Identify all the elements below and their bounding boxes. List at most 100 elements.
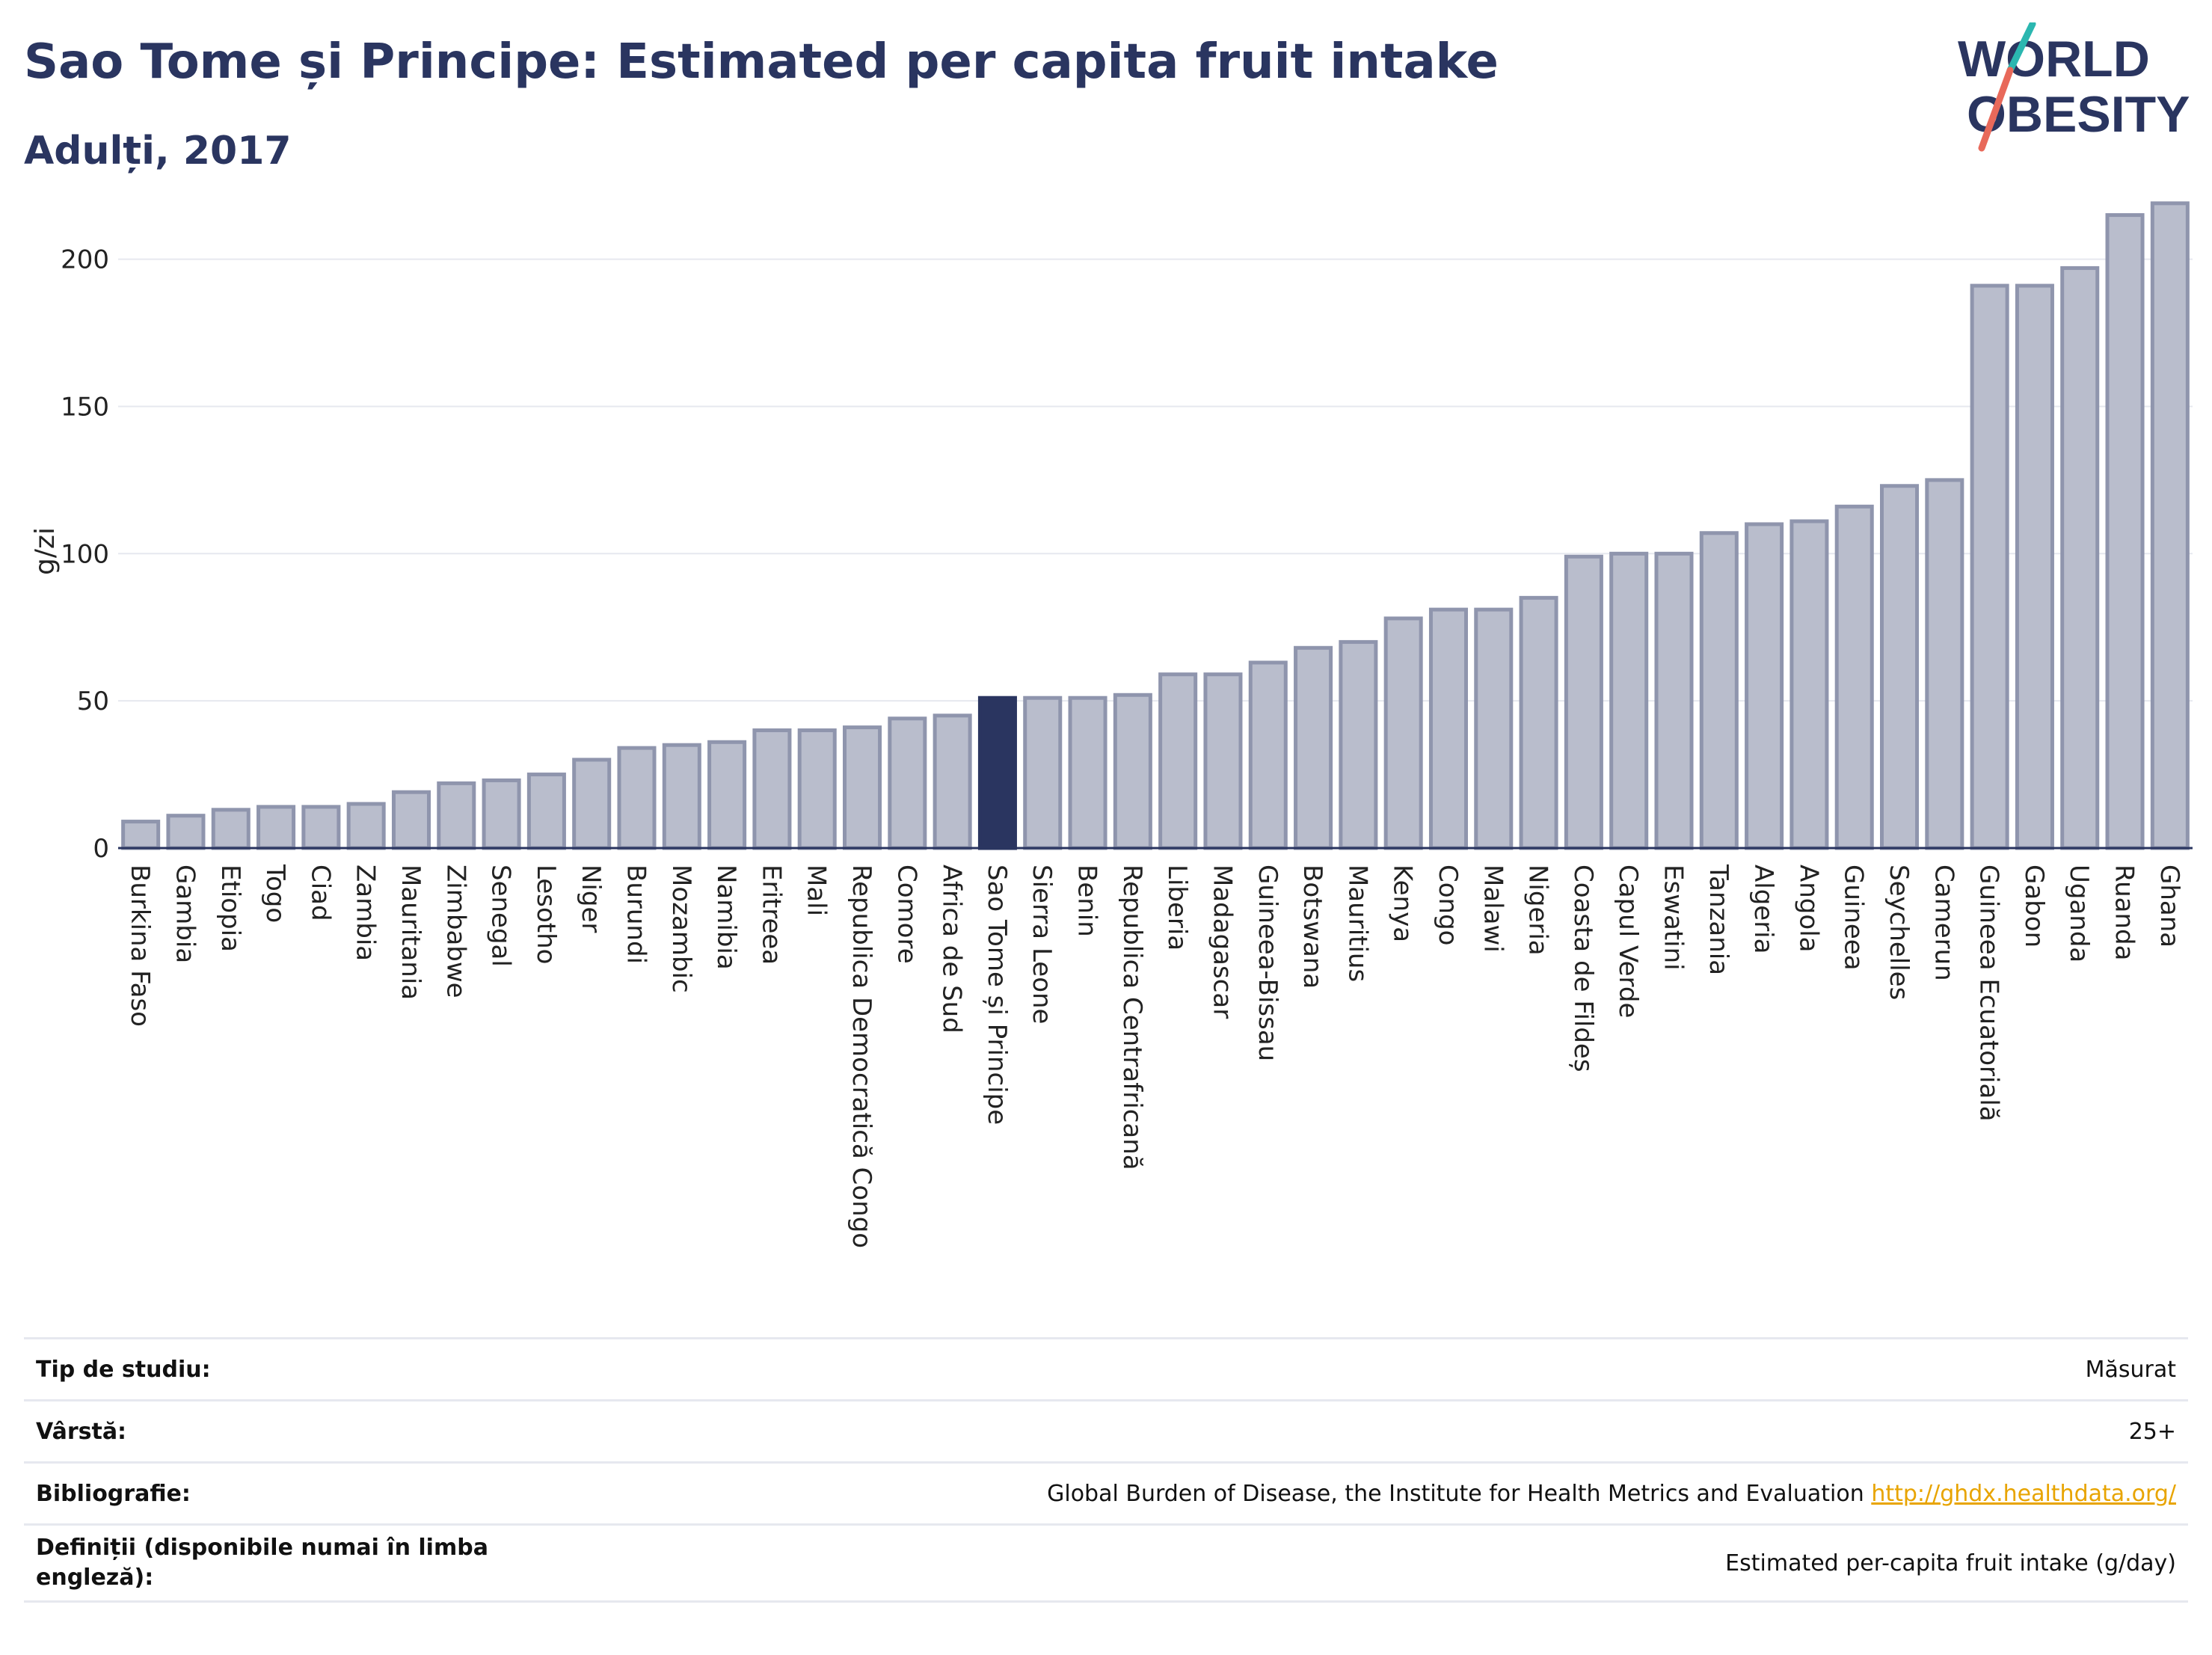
- x-tick-label: Burundi: [621, 865, 651, 964]
- x-tick-label: Eswatini: [1659, 865, 1689, 971]
- bar: [1294, 645, 1333, 850]
- bar: [346, 802, 386, 850]
- bibliography-link[interactable]: http://ghdx.healthdata.org/: [1871, 1480, 2176, 1507]
- x-tick-label: Sao Tome și Principe: [982, 865, 1012, 1125]
- x-tick-label: Mozambic: [666, 865, 696, 993]
- chart-title: Sao Tome și Principe: Estimated per capi…: [24, 34, 1499, 90]
- x-tick-label: Gabon: [2019, 865, 2049, 948]
- info-row-bibliography: Bibliografie: Global Burden of Disease, …: [24, 1461, 2188, 1523]
- y-tick-label: 150: [61, 392, 109, 422]
- x-tick-label: Tanzania: [1703, 864, 1733, 975]
- bar: [662, 743, 701, 850]
- x-tick-label: Republica Centrafricană: [1117, 865, 1147, 1170]
- x-tick-label: Algeria: [1748, 865, 1778, 954]
- info-label: Tip de studiu:: [36, 1356, 211, 1383]
- bar-chart: 0 50 100 150 200 g/zi Burkina Faso Gambia Etiopi…: [30, 201, 2193, 1248]
- y-tick-label: 0: [93, 834, 109, 864]
- bar: [797, 728, 837, 850]
- bar: [977, 696, 1017, 850]
- x-tick-label: Ciad: [305, 865, 335, 921]
- info-value: Estimated per-capita fruit intake (g/day…: [1725, 1550, 2176, 1576]
- info-label: Definiții (disponibile numai în limba en…: [36, 1535, 488, 1591]
- x-tick-label: Seychelles: [1884, 865, 1914, 1000]
- x-tick-label: Sierra Leone: [1027, 865, 1057, 1024]
- x-tick-label: Capul Verde: [1613, 865, 1643, 1018]
- bar: [2060, 265, 2100, 850]
- bar: [617, 746, 657, 850]
- x-tick-label: Kenya: [1388, 865, 1418, 942]
- bar: [1970, 283, 2009, 850]
- bar: [1068, 696, 1107, 850]
- bar: [1564, 554, 1603, 850]
- bar: [1203, 672, 1243, 850]
- bar: [437, 781, 476, 850]
- world-obesity-logo: WORLD OBESITY: [1958, 22, 2190, 152]
- bar: [1925, 478, 1964, 850]
- bar: [1789, 519, 1829, 850]
- bar: [707, 740, 747, 850]
- x-tick-label: Etiopia: [215, 865, 245, 952]
- bar: [391, 790, 431, 850]
- chart-subtitle: Adulți, 2017: [24, 129, 292, 174]
- x-tick-label: Congo: [1433, 865, 1463, 945]
- bar: [2105, 213, 2145, 850]
- x-tick-label: Mauritania: [396, 865, 425, 1000]
- bar: [526, 773, 566, 850]
- bar: [256, 805, 296, 850]
- info-label: Vârstă:: [36, 1418, 127, 1445]
- bar: [211, 808, 251, 850]
- bar: [1339, 639, 1378, 850]
- bar: [1113, 693, 1152, 850]
- bar: [1428, 607, 1468, 850]
- bar: [752, 728, 792, 850]
- bar: [1383, 616, 1423, 850]
- x-tick-label: Eritreea: [756, 865, 786, 965]
- x-tick-label: Guineea Ecuatorială: [1974, 865, 2004, 1122]
- bar: [166, 814, 206, 850]
- info-row-definitions: Definiții (disponibile numai în limba en…: [24, 1523, 2188, 1603]
- bar: [1609, 551, 1649, 850]
- x-tick-label: Coasta de Fildeș: [1568, 865, 1598, 1072]
- x-tick-label: Senegal: [486, 865, 516, 967]
- bar: [1745, 522, 1784, 850]
- bar: [1474, 607, 1514, 850]
- bar: [1699, 531, 1739, 850]
- x-tick-label: Guineea: [1839, 865, 1869, 971]
- bar: [2015, 283, 2054, 850]
- x-tick-label: Botswana: [1297, 865, 1327, 989]
- bar: [301, 805, 341, 850]
- x-tick-label: Namibia: [711, 865, 741, 970]
- x-tick-label: Liberia: [1162, 865, 1192, 951]
- bar: [933, 713, 972, 850]
- info-value-wrap: Global Burden of Disease, the Institute …: [1047, 1481, 2188, 1507]
- bibliography-text: Global Burden of Disease, the Institute …: [1047, 1480, 1864, 1507]
- x-tick-label: Malawi: [1478, 865, 1508, 953]
- info-row-age: Vârstă: 25+: [24, 1399, 2188, 1461]
- y-tick-label: 200: [61, 245, 109, 275]
- bar: [572, 758, 612, 850]
- info-value: Măsurat: [2085, 1356, 2176, 1383]
- x-tick-label: Togo: [260, 864, 290, 923]
- x-tick-label: Ghana: [2154, 865, 2184, 948]
- bar: [1158, 672, 1198, 850]
- bar: [1880, 484, 1920, 850]
- x-tick-label: Africa de Sud: [937, 865, 967, 1034]
- x-tick-label: Uganda: [2064, 865, 2094, 962]
- x-tick-label: Zambia: [351, 865, 381, 961]
- x-tick-label: Camerun: [1929, 865, 1958, 981]
- info-table: Tip de studiu: Măsurat Vârstă: 25+ Bibli…: [24, 1337, 2188, 1603]
- bar: [1519, 595, 1558, 850]
- x-tick-label: Niger: [576, 865, 606, 933]
- x-tick-label: Ruanda: [2110, 865, 2139, 960]
- x-tick-label: Zimbabwe: [440, 865, 470, 998]
- x-tick-label: Benin: [1072, 865, 1102, 937]
- bar: [1654, 551, 1694, 850]
- x-tick-label: Republica Democratică Congo: [847, 865, 876, 1248]
- bar: [1834, 504, 1874, 850]
- info-label: Bibliografie:: [36, 1480, 191, 1507]
- x-tick-label: Mali: [802, 865, 832, 916]
- bar: [482, 778, 521, 850]
- y-tick-label: 50: [77, 687, 109, 716]
- logo-text-world: WORLD: [1958, 31, 2150, 87]
- bar: [2150, 201, 2190, 850]
